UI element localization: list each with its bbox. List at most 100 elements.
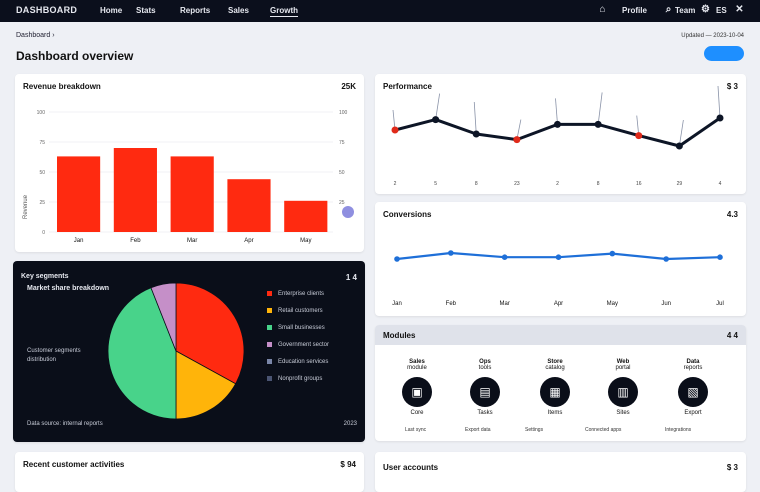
y-axis-label: Revenue <box>23 194 29 219</box>
primary-action-button[interactable] <box>704 46 744 61</box>
footer-link[interactable]: Connected apps <box>585 427 622 433</box>
x-tick-label: May <box>300 238 311 244</box>
nav-item-stats[interactable]: Stats <box>136 6 156 15</box>
segments-card: Key segments Market share breakdown 1 4 … <box>13 261 365 442</box>
legend-item[interactable]: Government sector <box>267 342 329 348</box>
year-note: 2023 <box>343 421 357 427</box>
module-icon: ▣ <box>402 377 432 407</box>
data-point <box>394 256 400 262</box>
data-point <box>609 250 616 257</box>
module-item[interactable]: Store catalog ▦ Items <box>525 359 585 416</box>
bar <box>113 148 157 232</box>
x-tick-label: Apr <box>554 301 563 307</box>
nav-item-home[interactable]: Home <box>100 6 123 15</box>
bar-chart: Revenue 100 75 50 25 0 100 75 50 25 Jan Feb Mar Apr M… <box>23 110 354 244</box>
x-tick-label: May <box>607 301 618 307</box>
card-header <box>375 325 746 345</box>
point-label: 2 <box>556 181 559 187</box>
module-icon: ▥ <box>608 377 638 407</box>
nav-item-growth[interactable]: Growth <box>270 6 298 17</box>
legend-item[interactable]: Enterprise clients <box>267 291 324 297</box>
card-value: $ 94 <box>340 460 356 469</box>
data-point <box>716 114 724 122</box>
right-tick-label: 25 <box>339 200 345 206</box>
card-title: Revenue breakdown <box>23 82 101 91</box>
pie-slice <box>107 287 177 420</box>
footer-link[interactable]: Export data <box>465 427 491 433</box>
module-item[interactable]: Ops tools ▤ Tasks <box>455 359 515 416</box>
data-point <box>448 250 454 256</box>
data-point <box>432 116 440 124</box>
module-icon: ▦ <box>540 377 570 407</box>
side-label: distribution <box>27 357 57 363</box>
user-accounts-card: User accounts $ 3 <box>375 452 746 492</box>
app-logo[interactable]: DASHBOARD <box>16 5 78 15</box>
search-icon[interactable]: ⌕ <box>665 4 672 15</box>
footer-link[interactable]: Last sync <box>405 427 427 433</box>
notification-icon[interactable]: ⌂ <box>599 4 606 15</box>
nav-item-reports[interactable]: Reports <box>180 6 211 15</box>
card-title: Recent customer activities <box>23 460 125 469</box>
module-item[interactable]: Web portal ▥ Sites <box>593 359 653 416</box>
legend-item[interactable]: Nonprofit groups <box>267 376 322 382</box>
pie-chart <box>107 282 245 420</box>
x-tick-label: Jul <box>716 301 724 307</box>
data-point <box>555 254 562 260</box>
revenue-card: Revenue breakdown 25K Revenue 100 75 50 25 0… <box>15 74 364 252</box>
performance-card: Performance $ 3 2 5 8 23 2 8 16 29 4 <box>375 74 746 194</box>
language-link[interactable]: ES <box>716 6 727 15</box>
point-label: 8 <box>597 181 600 187</box>
card-value: 1 4 <box>345 273 357 282</box>
bar <box>227 179 271 232</box>
legend-swatch <box>267 308 272 313</box>
settings-icon[interactable]: ⚙ <box>701 4 710 15</box>
x-tick-label: Mar <box>187 238 197 244</box>
card-title: Performance <box>383 82 432 91</box>
legend-item[interactable]: Retail customers <box>267 308 323 314</box>
page-title: Dashboard overview <box>16 49 134 63</box>
conversions-card: Conversions 4.3 Jan Feb Mar Apr May Jun Jul <box>375 202 746 316</box>
x-tick-label: Feb <box>446 301 457 307</box>
right-tick-label: 75 <box>339 140 345 146</box>
legend-swatch <box>267 291 272 296</box>
footer-link[interactable]: Settings <box>525 427 544 433</box>
legend-swatch <box>267 376 272 381</box>
module-item[interactable]: Sales module ▣ Core <box>387 359 447 416</box>
point-label: 29 <box>677 181 683 187</box>
card-title: User accounts <box>383 463 439 472</box>
pie-slice <box>175 350 237 420</box>
nav-item-sales[interactable]: Sales <box>228 6 249 15</box>
close-icon[interactable]: ✕ <box>735 4 744 15</box>
customer-activity-card: Recent customer activities $ 94 <box>15 452 364 492</box>
card-value: 25K <box>341 82 356 91</box>
breadcrumb[interactable]: Dashboard › <box>16 32 55 39</box>
legend-swatch <box>267 342 272 347</box>
footer-link[interactable]: Integrations <box>665 427 692 433</box>
card-subtitle: Market share breakdown <box>27 285 110 292</box>
point-label: 16 <box>636 181 642 187</box>
module-item[interactable]: Data reports ▧ Export <box>663 359 723 416</box>
pie-slice <box>150 282 177 352</box>
annotation-line <box>597 92 603 125</box>
performance-line-chart: 2 5 8 23 2 8 16 29 4 <box>391 85 724 187</box>
profile-link[interactable]: Profile <box>622 6 647 15</box>
data-point <box>554 120 561 128</box>
point-label: 23 <box>514 181 520 187</box>
x-tick-label: Jan <box>74 238 84 244</box>
annotation-line <box>473 101 477 135</box>
data-point <box>513 136 521 144</box>
data-point <box>594 120 602 128</box>
data-point <box>675 142 683 150</box>
point-label: 5 <box>434 181 437 187</box>
right-tick-label: 50 <box>339 170 345 176</box>
annotation-line <box>678 119 684 147</box>
point-label: 8 <box>475 181 478 187</box>
legend-item[interactable]: Education services <box>267 359 328 365</box>
legend-item[interactable]: Small businesses <box>267 325 325 331</box>
team-link[interactable]: Team <box>675 6 696 15</box>
card-value: 4 4 <box>726 331 738 340</box>
point-label: 4 <box>719 181 722 187</box>
x-tick-label: Mar <box>499 301 509 307</box>
annotation-line <box>555 98 558 125</box>
y-tick-label: 100 <box>37 110 46 116</box>
